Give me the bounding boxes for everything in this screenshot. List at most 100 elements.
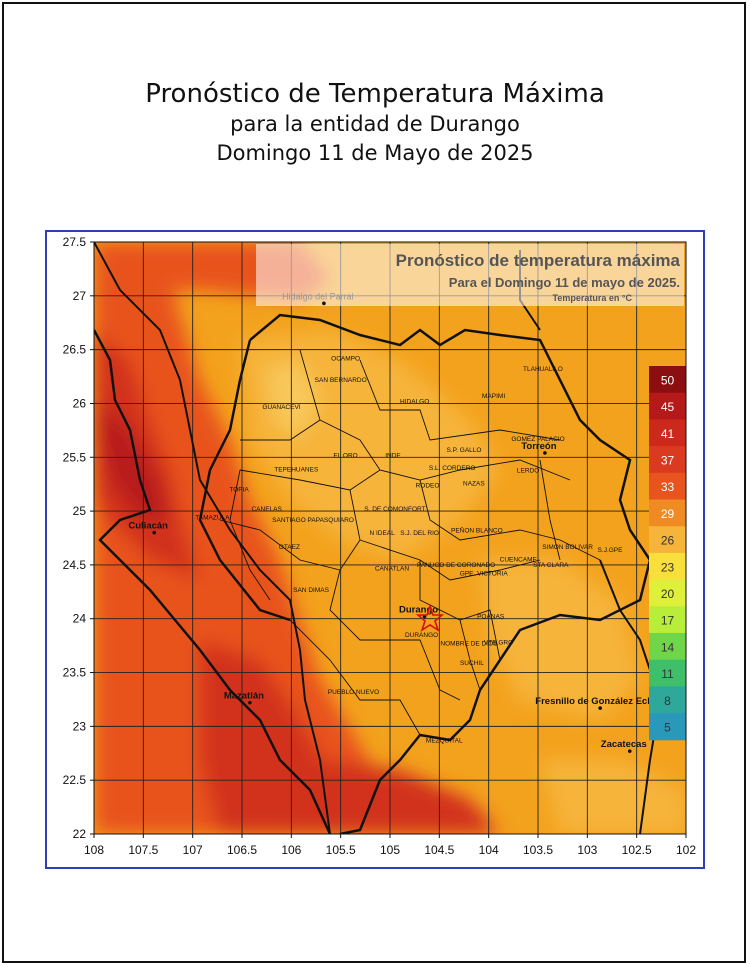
city-marker-icon bbox=[322, 301, 326, 306]
legend-swatch bbox=[649, 606, 686, 634]
legend-value: 50 bbox=[661, 373, 675, 387]
municipality-label: SAN BERNARDO bbox=[315, 377, 367, 384]
legend-value: 33 bbox=[661, 480, 675, 494]
city-label: Fresnillo de González Ech bbox=[535, 696, 653, 707]
municipality-label: PANUCO DE CORONADO bbox=[417, 562, 495, 569]
forecast-overlay-box bbox=[256, 244, 684, 306]
legend-swatch bbox=[649, 552, 686, 581]
municipality-label: PEÑON BLANCO bbox=[451, 526, 503, 535]
legend-value: 23 bbox=[661, 560, 675, 574]
forecast-date: Domingo 11 de Mayo de 2025 bbox=[216, 141, 534, 165]
legend-swatch bbox=[649, 446, 686, 474]
x-tick-label: 102 bbox=[676, 843, 696, 857]
legend-value: 14 bbox=[661, 640, 675, 654]
municipality-label: POANAS bbox=[477, 614, 505, 621]
municipality-label: MAPIMI bbox=[482, 393, 505, 400]
legend-swatch bbox=[649, 686, 686, 714]
hotter-zone-west bbox=[94, 330, 200, 580]
legend-swatch bbox=[649, 659, 686, 687]
y-tick-label: 27.5 bbox=[63, 235, 87, 249]
x-tick-label: 104 bbox=[479, 843, 499, 857]
legend-swatch bbox=[649, 366, 686, 394]
city-marker-icon bbox=[152, 530, 156, 535]
y-tick-label: 25.5 bbox=[63, 450, 87, 464]
municipality-label: INDE bbox=[385, 452, 401, 459]
sinaloa-boundary bbox=[94, 242, 331, 834]
municipality-label: TLAHUALILO bbox=[523, 366, 563, 373]
city-marker-icon bbox=[598, 706, 602, 710]
y-tick-label: 26.5 bbox=[63, 343, 87, 357]
municipality-label: LERDO bbox=[517, 467, 539, 474]
city-label: Torreón bbox=[521, 441, 556, 452]
municipality-label: NAZAS bbox=[463, 480, 485, 487]
x-tick-label: 105.5 bbox=[326, 843, 356, 857]
page-title: Pronóstico de Temperatura Máxima bbox=[145, 79, 605, 109]
city-marker-icon bbox=[627, 749, 632, 753]
legend-value: 20 bbox=[661, 587, 675, 601]
x-tick-label: 107 bbox=[183, 843, 203, 857]
city-label: Durango bbox=[399, 605, 438, 616]
x-tick-label: 104.5 bbox=[424, 843, 454, 857]
city-marker-icon bbox=[248, 700, 252, 705]
axes: 108 107.5 107 106.5 106 105.5 105 104.5 104 103.5… bbox=[63, 235, 697, 857]
y-tick-label: 24.5 bbox=[63, 558, 87, 572]
municipality-label: STA CLARA bbox=[533, 562, 569, 569]
municipal-boundaries bbox=[219, 349, 601, 736]
city-marker-icon bbox=[543, 451, 547, 455]
city-label: Culiacán bbox=[128, 521, 168, 532]
y-tick-label: 22 bbox=[73, 827, 87, 841]
y-tick-label: 27 bbox=[73, 289, 87, 303]
overlay-title: Pronóstico de temperatura máxima bbox=[396, 251, 681, 270]
legend-value: 11 bbox=[661, 667, 674, 681]
municipality-label: SAN DIMAS bbox=[293, 587, 329, 594]
legend-value: 41 bbox=[661, 427, 675, 441]
municipality-label: TOPIA bbox=[229, 487, 249, 494]
legend-swatch bbox=[649, 713, 686, 741]
capital-star-icon bbox=[415, 603, 445, 632]
municipality-label: NOMBRE DE DIOS bbox=[440, 641, 498, 648]
legend-value: 26 bbox=[661, 534, 675, 548]
municipality-label: GUANACEVI bbox=[262, 404, 300, 411]
hot-zone-west bbox=[94, 242, 420, 834]
municipality-label: HIDALGO bbox=[400, 398, 429, 405]
x-tick-label: 106 bbox=[281, 843, 301, 857]
legend-swatch bbox=[649, 633, 686, 661]
y-tick-label: 22.5 bbox=[63, 773, 87, 787]
durango-state-boundary bbox=[198, 313, 652, 834]
municipality-label: CANATLAN bbox=[375, 565, 409, 572]
municipality-label: S.J. DEL RIO bbox=[400, 530, 439, 537]
y-tick-label: 25 bbox=[73, 504, 87, 518]
x-tick-label: 105 bbox=[380, 843, 400, 857]
legend-swatch bbox=[649, 392, 686, 420]
municipality-label: TEPEHUANES bbox=[274, 466, 319, 473]
page-subtitle: para la entidad de Durango bbox=[230, 112, 520, 136]
municipality-label: S.J.GPE bbox=[598, 547, 624, 554]
legend-swatch bbox=[649, 579, 686, 607]
municipality-label: RODEO bbox=[416, 482, 440, 489]
legend-value: 45 bbox=[661, 400, 675, 414]
legend-value: 37 bbox=[661, 453, 675, 467]
municipality-label: GPE. VICTORIA bbox=[460, 571, 509, 578]
y-tick-label: 26 bbox=[73, 396, 87, 410]
city-label: Mazatlán bbox=[224, 691, 264, 702]
municipality-label: EL ORO bbox=[333, 452, 357, 459]
city-label: Hidalgo del Parral bbox=[282, 291, 354, 301]
municipality-label: SANTIAGO PAPASQUIARO bbox=[272, 517, 354, 524]
x-tick-label: 108 bbox=[84, 843, 104, 857]
municipality-label: N IDEAL bbox=[369, 530, 395, 537]
y-tick-label: 24 bbox=[73, 612, 87, 626]
x-tick-label: 107.5 bbox=[128, 843, 158, 857]
municipality-label: S.L. CORDERO bbox=[429, 465, 476, 472]
municipality-label: S.P. GALLO bbox=[447, 447, 482, 454]
overlay-subtitle: Para el Domingo 11 de mayo de 2025. bbox=[449, 275, 680, 290]
legend-swatch bbox=[649, 419, 686, 447]
cooler-zone-southeast bbox=[540, 760, 686, 834]
municipality-label: PUEBLO NUEVO bbox=[328, 689, 379, 696]
municipality-label: TAMAZULA bbox=[195, 515, 230, 522]
y-tick-label: 23 bbox=[73, 719, 87, 733]
temperature-legend: 50 45 41 37 33 29 26 23 20 17 14 11 8 5 bbox=[649, 366, 686, 741]
temperature-zones bbox=[94, 242, 686, 834]
municipality-label: SUCHIL bbox=[460, 660, 484, 667]
